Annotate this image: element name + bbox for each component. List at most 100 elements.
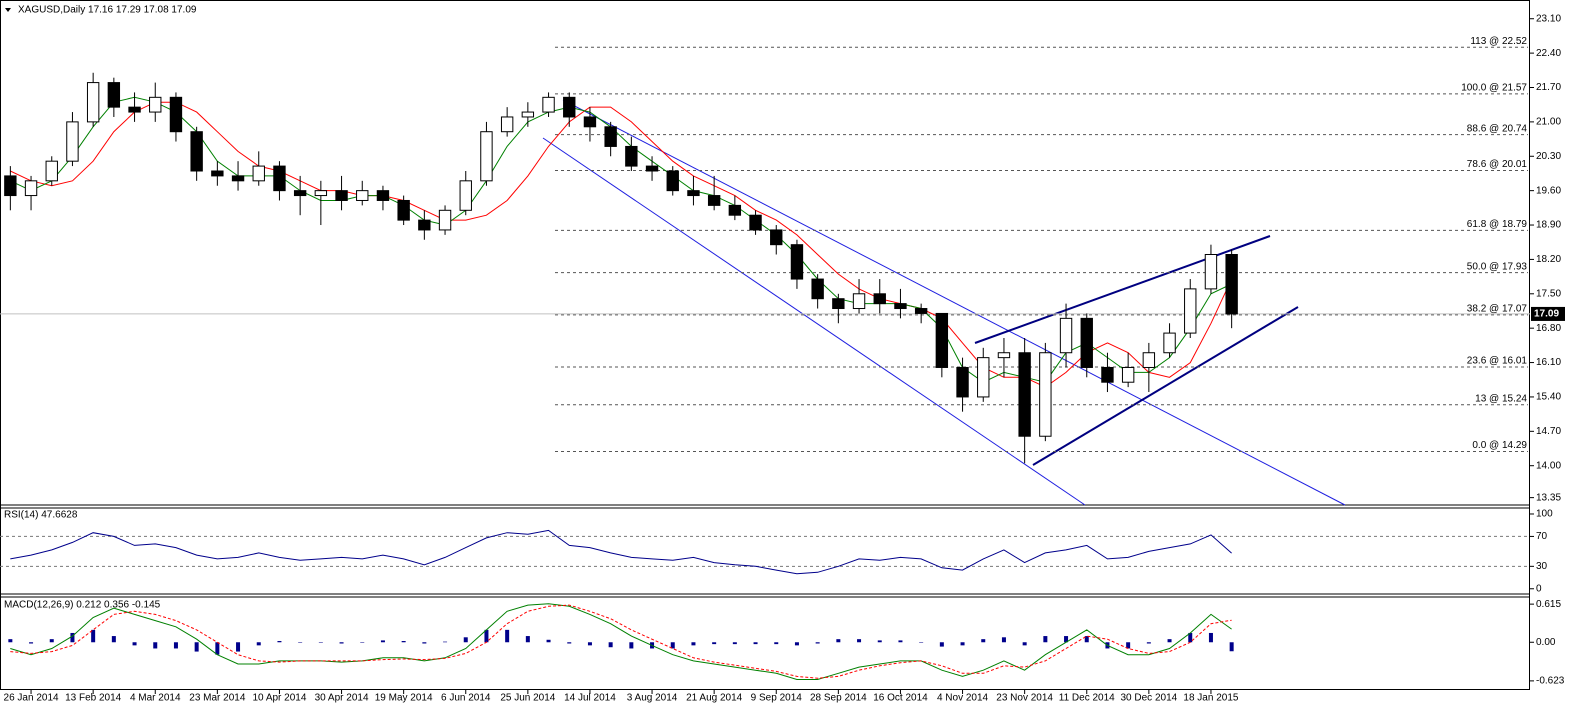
y-tick-label: 19.60 [1536, 185, 1561, 196]
candle-body [252, 165, 265, 182]
histogram-bar [774, 642, 779, 645]
candle-body [935, 312, 949, 368]
candle-body [521, 111, 535, 118]
candle-body [1018, 352, 1031, 437]
x-tick-label: 11 Dec 2014 [1059, 693, 1115, 704]
x-tick-label: 4 Nov 2014 [937, 693, 989, 704]
histogram-bar [939, 642, 944, 647]
histogram-bar [111, 636, 116, 643]
y-tick-label: 15.40 [1536, 392, 1561, 403]
histogram-bar [546, 639, 551, 643]
histogram-bar [960, 642, 965, 646]
candle-body [852, 293, 866, 310]
x-tick-label: 14 Jul 2014 [564, 693, 616, 704]
x-tick-label: 21 Aug 2014 [686, 693, 743, 704]
y-tick-label: 0.615 [1536, 599, 1561, 610]
candle-body [4, 175, 17, 197]
histogram-bar [277, 641, 282, 643]
channel-lower [542, 137, 1086, 506]
histogram-bar [567, 642, 572, 644]
fib-label: 78.6 @ 20.01 [1467, 159, 1528, 170]
histogram-bar [153, 642, 158, 649]
candle-body [563, 96, 576, 118]
candle-body [459, 180, 472, 211]
histogram-bar [1022, 642, 1027, 646]
candle-body [894, 303, 907, 310]
histogram-bar [484, 629, 489, 643]
fib-label: 50.0 @ 17.93 [1467, 261, 1528, 272]
x-tick-label: 16 Oct 2014 [873, 693, 928, 704]
histogram-bar [877, 640, 882, 643]
candle-body [542, 96, 555, 113]
candle-body [790, 244, 804, 280]
histogram-bar [1084, 636, 1089, 643]
histogram-bar [194, 642, 199, 652]
y-tick-label: 14.70 [1536, 426, 1561, 437]
histogram-bar [443, 641, 448, 643]
candle-body [956, 366, 969, 398]
fib-label: 38.2 @ 17.07 [1467, 304, 1528, 315]
candle-body [977, 357, 990, 398]
line [10, 604, 1232, 679]
candle-body [45, 160, 58, 182]
histogram-bar [298, 642, 303, 643]
histogram-bar [463, 637, 468, 643]
y-tick-label: 0.00 [1536, 637, 1556, 648]
x-tick-label: 6 Jun 2014 [441, 693, 491, 704]
x-tick-label: 25 Jun 2014 [500, 693, 555, 704]
candle-body [190, 131, 203, 172]
candle-body [356, 190, 369, 201]
y-tick-label: 13.35 [1536, 492, 1561, 503]
histogram-bar [815, 642, 820, 644]
current-price-box [1531, 306, 1565, 321]
histogram-bar [794, 642, 799, 646]
histogram-bar [1001, 637, 1006, 643]
fib-label: 88.6 @ 20.74 [1467, 123, 1528, 134]
candle-body [314, 190, 328, 197]
x-tick-label: 23 Mar 2014 [189, 693, 246, 704]
candle-body [914, 308, 928, 314]
histogram-bar [981, 639, 986, 643]
candle-body [128, 106, 141, 113]
histogram-bar [91, 629, 96, 643]
histogram-bar [380, 640, 385, 643]
candle-body [1184, 288, 1197, 334]
candle-body [1121, 366, 1135, 383]
y-tick-label: -0.623 [1536, 676, 1565, 687]
y-tick-label: 21.00 [1536, 117, 1561, 128]
x-tick-label: 4 Mar 2014 [130, 693, 181, 704]
candle-body [645, 165, 659, 172]
y-tick-label: 14.00 [1536, 460, 1561, 471]
candle-body [376, 190, 390, 201]
fib-label: 100.0 @ 21.57 [1461, 83, 1527, 94]
candle-body [1225, 254, 1238, 315]
histogram-bar [629, 642, 634, 649]
candle-body [231, 175, 245, 182]
x-tick-label: 10 Apr 2014 [252, 693, 306, 704]
candle-body [604, 126, 617, 147]
candle-body [707, 195, 721, 206]
x-tick-label: 19 May 2014 [375, 693, 433, 704]
candle-body [500, 116, 514, 133]
histogram-bar [898, 640, 903, 643]
x-tick-label: 9 Sep 2014 [751, 693, 803, 704]
trendlines [542, 99, 1346, 506]
x-tick-label: 28 Sep 2014 [810, 693, 867, 704]
channel-upper [562, 99, 1346, 506]
y-tick-label: 20.30 [1536, 151, 1561, 162]
candle-body [418, 219, 431, 231]
candle-body [86, 82, 100, 123]
candle-body [770, 229, 783, 246]
histogram-bar [1188, 632, 1193, 643]
rsi-title: RSI(14) 47.6628 [4, 510, 78, 521]
histogram-bar [1208, 632, 1213, 643]
candle-body [480, 131, 493, 182]
menu-arrow [5, 8, 11, 12]
candle-body [728, 204, 742, 216]
line [10, 603, 1232, 680]
x-tick-label: 30 Dec 2014 [1120, 693, 1177, 704]
histogram-bar [919, 642, 924, 643]
chart-title: XAGUSD,Daily 17.16 17.29 17.08 17.09 [18, 5, 197, 16]
